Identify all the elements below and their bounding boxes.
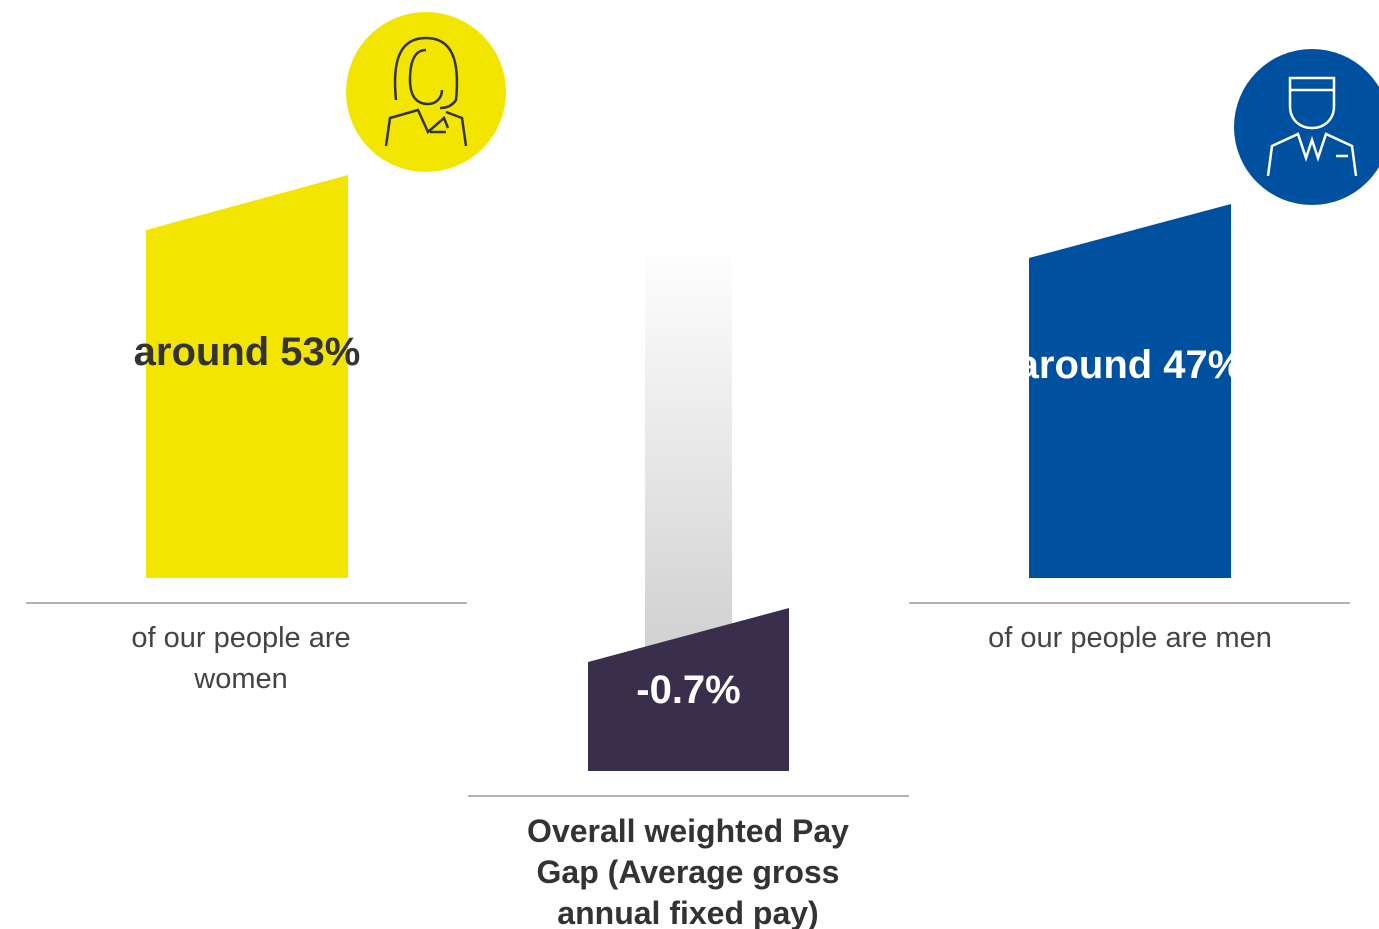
men-caption: of our people are men [988, 622, 1272, 654]
pay-gap-caption: Overall weighted Pay Gap (Average gross … [527, 813, 849, 929]
women-icon [384, 36, 468, 147]
pay-gap-value: -0.7% [636, 668, 741, 712]
pay-gap-shadow [645, 245, 732, 665]
men-share: around 47% [1016, 343, 1244, 387]
women-icon-circle [346, 12, 506, 172]
women-caption: of our people are women [131, 622, 351, 695]
men-bar [1029, 204, 1231, 578]
women-share: around 53% [133, 330, 361, 374]
women-bar [146, 175, 348, 578]
men-icon [1266, 76, 1358, 177]
pay-gap-bar [588, 608, 789, 771]
